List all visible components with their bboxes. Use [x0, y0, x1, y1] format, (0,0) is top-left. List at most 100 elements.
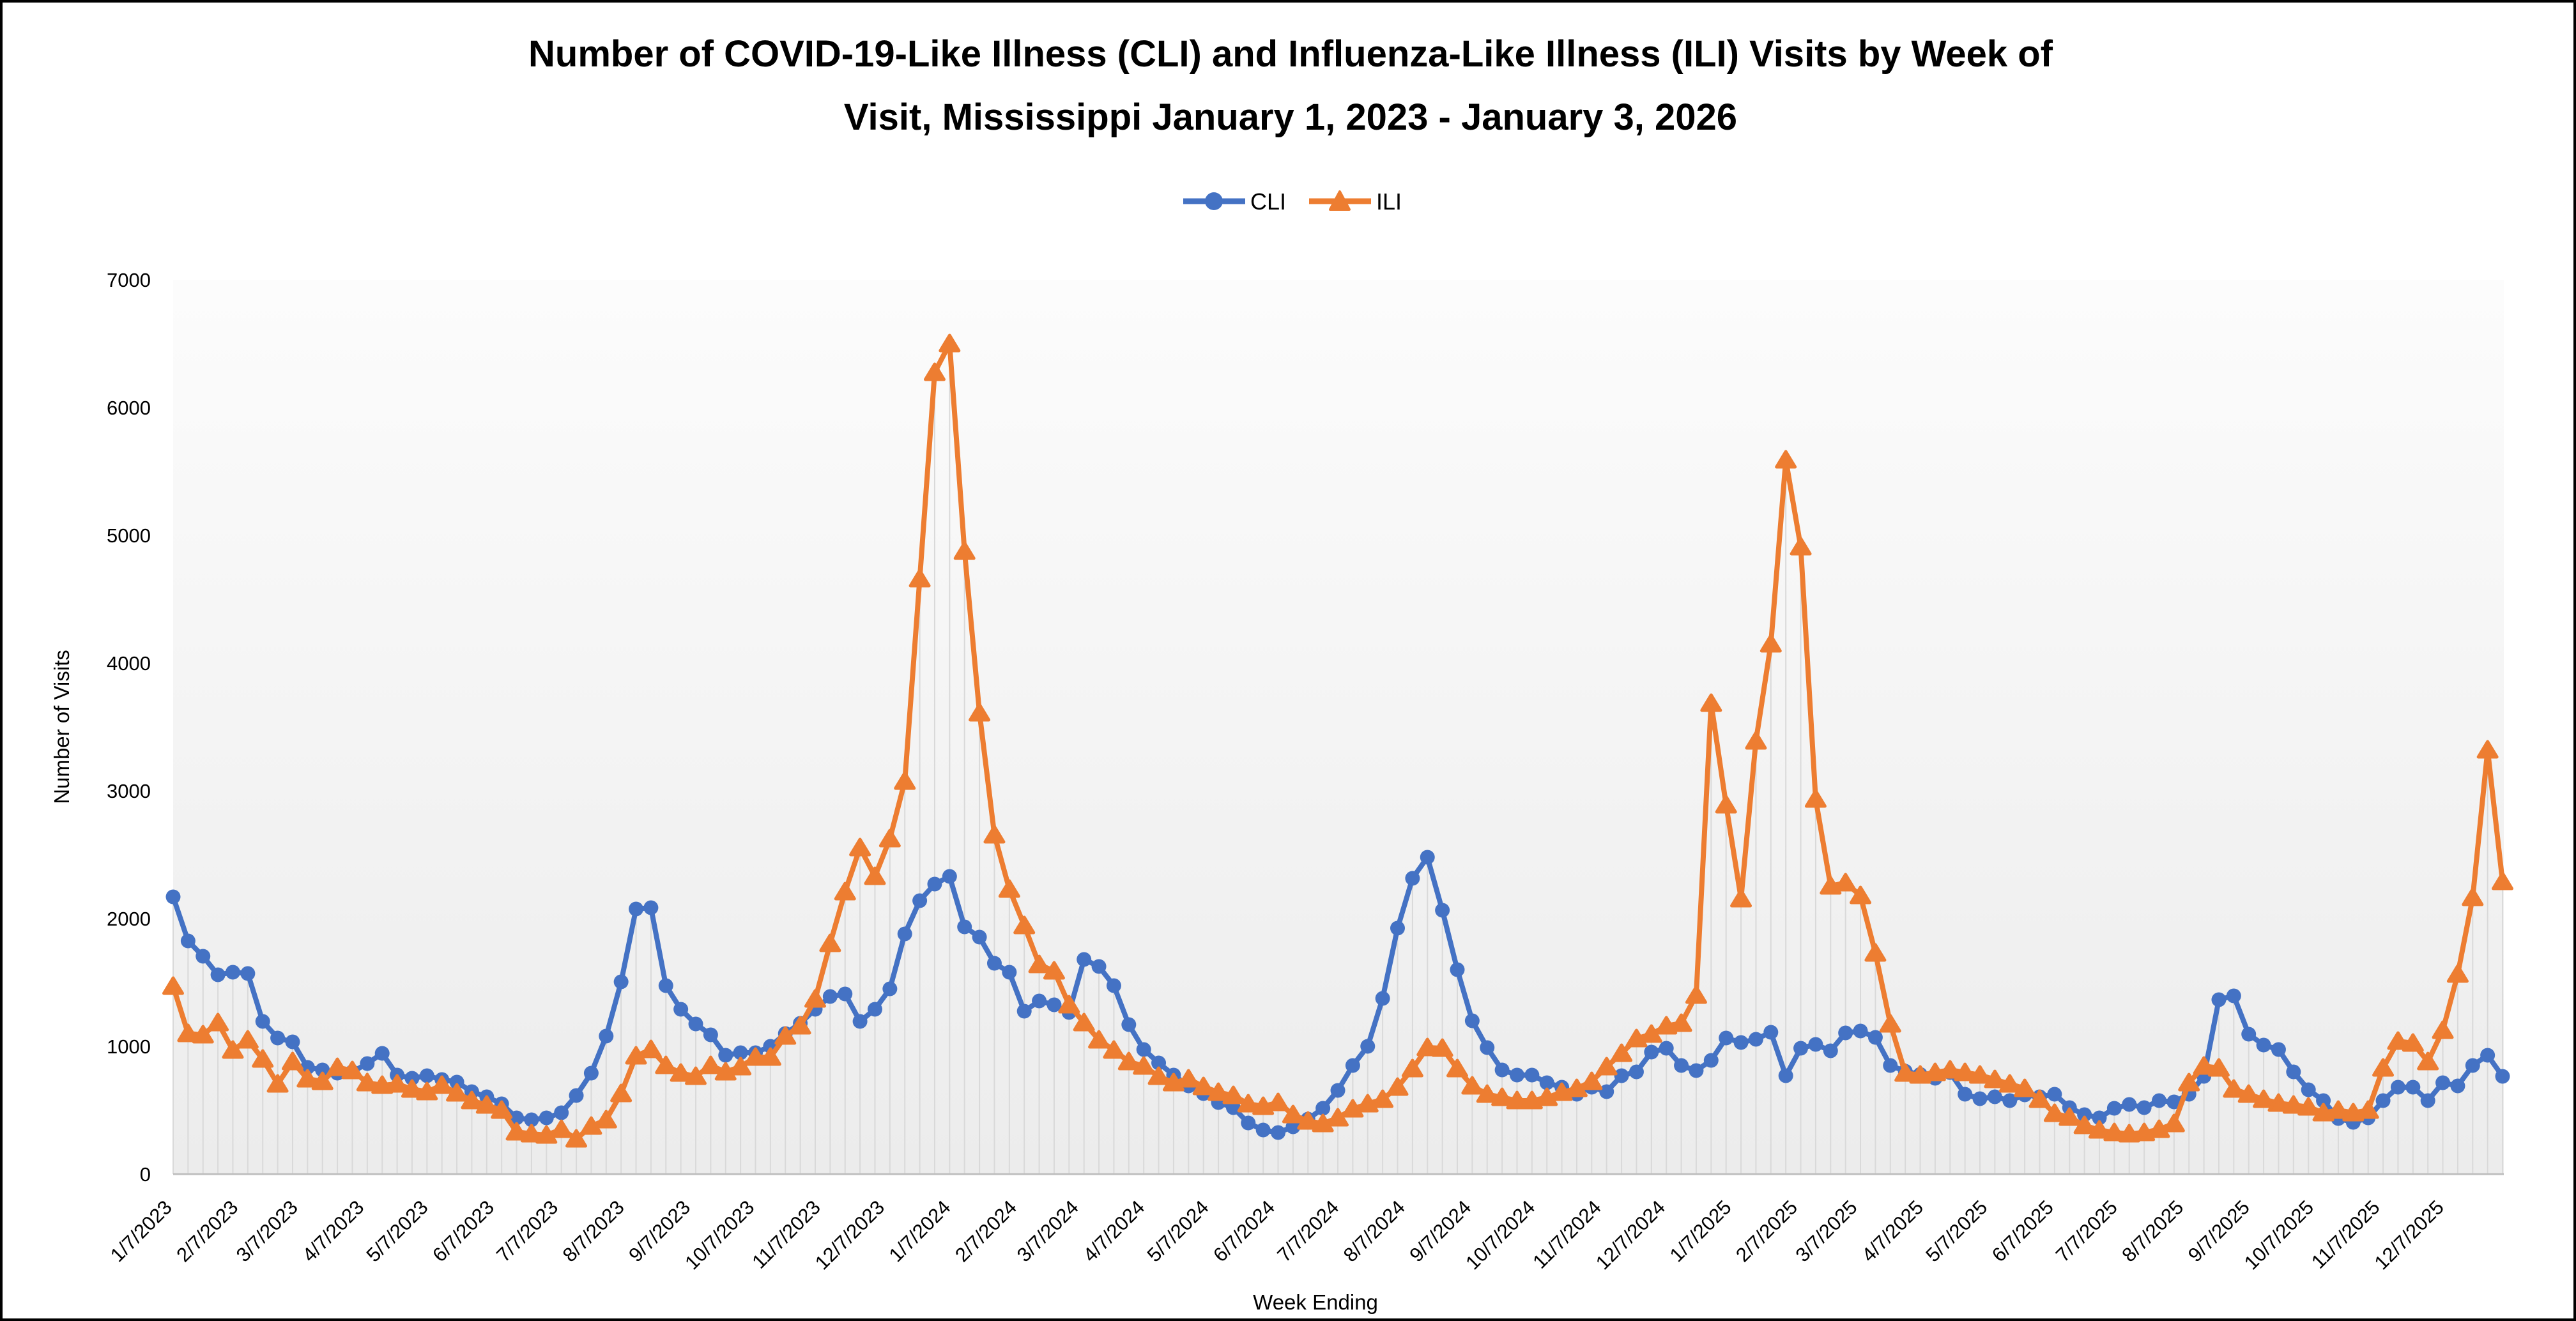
- cli-point-marker: [1599, 1084, 1614, 1099]
- cli-point-marker: [1360, 1039, 1376, 1054]
- cli-point-marker: [255, 1014, 270, 1029]
- chart-title-line2: Visit, Mississippi January 1, 2023 - Jan…: [844, 96, 1737, 138]
- cli-point-marker: [1390, 920, 1406, 936]
- cli-point-marker: [539, 1110, 554, 1126]
- ili-point-marker: [1581, 1071, 1603, 1090]
- ili-point-marker: [908, 569, 931, 588]
- ili-point-marker: [371, 1075, 394, 1094]
- cli-point-marker: [2495, 1069, 2510, 1084]
- y-axis-tick-labels: 0 1000 2000 3000 4000 5000 6000 7000: [107, 269, 151, 1186]
- y-tick-label: 2000: [107, 908, 151, 930]
- ili-point-marker: [1222, 1085, 1245, 1104]
- ili-point-marker: [1192, 1076, 1215, 1096]
- cli-point-marker: [1046, 997, 1062, 1012]
- cli-point-marker: [2106, 1101, 2122, 1116]
- cli-point-marker: [2390, 1080, 2405, 1095]
- ili-point-marker: [535, 1125, 558, 1144]
- ili-point-marker: [2462, 887, 2484, 906]
- legend-ili-label: ILI: [1376, 188, 1402, 215]
- cli-point-marker: [1151, 1055, 1167, 1071]
- cli-point-marker: [1136, 1042, 1151, 1057]
- ili-point-marker: [222, 1040, 244, 1059]
- cli-point-marker: [2465, 1058, 2480, 1073]
- ili-point-marker: [1237, 1094, 1259, 1113]
- cli-point-marker: [315, 1062, 330, 1078]
- ili-point-marker: [819, 933, 841, 952]
- ili-point-marker: [1834, 873, 1857, 892]
- cli-point-marker: [1539, 1075, 1554, 1090]
- y-tick-label: 1000: [107, 1035, 151, 1058]
- cli-point-marker: [2151, 1093, 2166, 1108]
- ili-point-marker: [1879, 1014, 1901, 1033]
- cli-point-marker: [285, 1034, 300, 1050]
- cli-point-marker: [449, 1074, 464, 1090]
- ili-point-marker: [1386, 1077, 1409, 1096]
- cli-point-marker: [1016, 1004, 1032, 1019]
- ili-point-marker: [341, 1060, 364, 1080]
- cli-point-marker: [957, 919, 972, 935]
- ili-point-marker: [864, 866, 886, 885]
- ili-point-marker: [1984, 1069, 2006, 1088]
- cli-point-marker: [1375, 991, 1390, 1006]
- ili-point-marker: [2163, 1113, 2185, 1133]
- cli-point-marker: [2047, 1087, 2062, 1102]
- x-tick-label: 7/7/2024: [1273, 1196, 1343, 1266]
- x-axis-tick-labels: 1/7/20232/7/20233/7/20234/7/20235/7/2023…: [106, 1196, 2448, 1274]
- cli-point-marker: [1315, 1101, 1331, 1116]
- ili-point-marker: [386, 1074, 408, 1093]
- ili-point-marker: [1506, 1090, 1528, 1110]
- ili-point-marker: [1416, 1037, 1439, 1057]
- cli-point-marker: [1629, 1064, 1644, 1080]
- ili-point-marker: [1327, 1108, 1349, 1127]
- legend-cli-circle-icon: [1205, 192, 1223, 210]
- cli-point-marker: [509, 1110, 525, 1126]
- cli-point-marker: [2450, 1078, 2465, 1094]
- cli-point-marker: [404, 1071, 420, 1086]
- cli-point-marker: [2316, 1093, 2331, 1108]
- cli-point-marker: [1345, 1058, 1360, 1073]
- cli-point-marker: [2002, 1093, 2018, 1108]
- ili-point-marker: [923, 362, 946, 381]
- ili-point-marker: [1804, 789, 1827, 808]
- ili-point-marker: [446, 1083, 468, 1102]
- ili-point-marker: [2372, 1058, 2395, 1077]
- x-tick-label: 2/7/2025: [1731, 1196, 1802, 1266]
- cli-point-marker: [1883, 1058, 1898, 1073]
- ili-point-marker: [1028, 954, 1050, 974]
- ili-point-marker: [1013, 915, 1036, 935]
- cli-point-marker: [360, 1056, 375, 1071]
- cli-point-marker: [2301, 1082, 2316, 1097]
- ili-point-marker: [1177, 1069, 1200, 1088]
- ili-point-marker: [1715, 795, 1737, 814]
- ili-point-marker: [491, 1100, 513, 1119]
- cli-point-marker: [643, 900, 659, 915]
- ili-point-marker: [774, 1026, 797, 1045]
- cli-point-marker: [2241, 1027, 2257, 1042]
- x-tick-label: 6/7/2023: [428, 1196, 498, 1266]
- x-tick-label: 10/7/2023: [680, 1196, 758, 1274]
- cli-point-marker: [1823, 1043, 1838, 1058]
- cli-point-marker: [225, 965, 240, 980]
- cli-point-marker: [1524, 1067, 1540, 1083]
- x-tick-label: 8/7/2024: [1339, 1196, 1409, 1266]
- cli-point-marker: [1644, 1044, 1659, 1060]
- ili-point-marker: [236, 1030, 259, 1049]
- cli-point-marker: [165, 889, 181, 905]
- x-tick-label: 6/7/2024: [1209, 1196, 1279, 1266]
- ili-point-marker: [1073, 1012, 1095, 1032]
- ili-point-marker: [162, 976, 184, 995]
- ili-point-marker: [1147, 1066, 1170, 1085]
- ili-point-marker: [1745, 731, 1767, 750]
- cli-point-marker: [2480, 1048, 2496, 1063]
- ili-series: [162, 333, 2514, 1148]
- cli-point-marker: [1733, 1035, 1749, 1050]
- cli-point-marker: [2271, 1042, 2286, 1057]
- ili-point-marker: [2327, 1100, 2349, 1119]
- x-tick-label: 6/7/2025: [1988, 1196, 2058, 1266]
- ili-point-marker: [714, 1062, 737, 1081]
- ili-point-marker: [1536, 1087, 1558, 1106]
- y-axis-title: Number of Visits: [50, 650, 73, 804]
- ili-point-marker: [2043, 1103, 2066, 1122]
- cli-point-marker: [569, 1088, 584, 1103]
- cli-point-marker: [1494, 1062, 1510, 1078]
